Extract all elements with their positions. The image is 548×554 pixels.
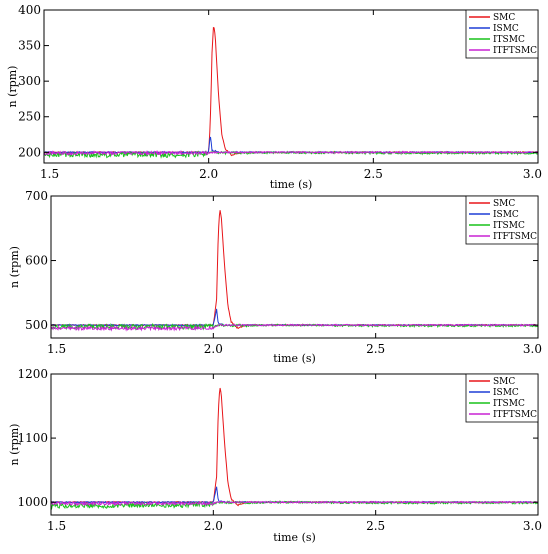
x-tick-label: 2.5: [366, 342, 385, 356]
series-line-smc: [51, 387, 538, 507]
y-tick-label: 400: [18, 3, 41, 17]
y-tick-label: 250: [18, 110, 41, 124]
y-tick-label: 1100: [17, 431, 48, 445]
y-tick-label: 200: [18, 145, 41, 159]
x-tick-label: 2.0: [199, 167, 218, 181]
legend-label-itftsmc: ITFTSMC: [493, 46, 537, 56]
chart-panel-1: 1.5 2.0 2.5 3.0 200 250 300 350 400 time (s) n (rp…: [6, 3, 542, 191]
series-line-itftsmc: [44, 149, 538, 157]
y-tick-label: 500: [25, 318, 48, 332]
chart-panel-3: 1.5 2.0 2.5 3.0 1000 1100 1200 time (s) n (rpm) S…: [8, 367, 542, 544]
plot-frame: [50, 373, 539, 516]
legend-label-ismc: ISMC: [493, 388, 519, 398]
legend-label-itsmc: ITSMC: [493, 35, 525, 45]
series-line-ismc: [44, 136, 538, 154]
x-tick-label: 3.0: [523, 167, 542, 181]
series-line-smc: [51, 210, 538, 330]
x-tick-label: 3.0: [523, 342, 542, 356]
x-axis-label: time (s): [273, 531, 316, 544]
x-tick-label: 3.0: [523, 519, 542, 533]
legend-label-smc: SMC: [493, 13, 515, 23]
legend-label-smc: SMC: [493, 377, 515, 387]
y-tick-label: 700: [25, 189, 48, 203]
legend-label-smc: SMC: [493, 199, 515, 209]
plot-frame: [43, 9, 539, 164]
y-axis-label: n (rpm): [8, 246, 21, 288]
y-tick-label: 1200: [17, 367, 48, 381]
x-tick-label: 1.5: [47, 519, 66, 533]
plot-frame: [50, 195, 539, 339]
legend-label-ismc: ISMC: [493, 24, 519, 34]
y-axis-label: n (rpm): [6, 66, 19, 108]
series-line-smc: [44, 26, 538, 157]
x-tick-label: 2.0: [204, 342, 223, 356]
x-axis-label: time (s): [270, 178, 313, 191]
x-tick-label: 2.5: [366, 519, 385, 533]
x-tick-label: 1.5: [47, 342, 66, 356]
x-tick-label: 2.5: [364, 167, 383, 181]
x-axis-label: time (s): [273, 352, 316, 365]
series-line-ismc: [51, 486, 538, 504]
legend-label-ismc: ISMC: [493, 210, 519, 220]
series-line-itftsmc: [51, 500, 538, 507]
legend-label-itftsmc: ITFTSMC: [493, 232, 537, 242]
y-axis-label: n (rpm): [8, 424, 21, 466]
series-line-itftsmc: [51, 323, 538, 332]
legend-label-itsmc: ITSMC: [493, 221, 525, 231]
legend-label-itsmc: ITSMC: [493, 399, 525, 409]
y-tick-label: 600: [25, 254, 48, 268]
x-tick-label: 1.5: [40, 167, 59, 181]
series-line-ismc: [51, 308, 538, 327]
x-tick-label: 2.0: [204, 519, 223, 533]
y-tick-label: 350: [18, 39, 41, 53]
legend-label-itftsmc: ITFTSMC: [493, 410, 537, 420]
y-tick-label: 300: [18, 74, 41, 88]
y-tick-label: 1000: [17, 495, 48, 509]
